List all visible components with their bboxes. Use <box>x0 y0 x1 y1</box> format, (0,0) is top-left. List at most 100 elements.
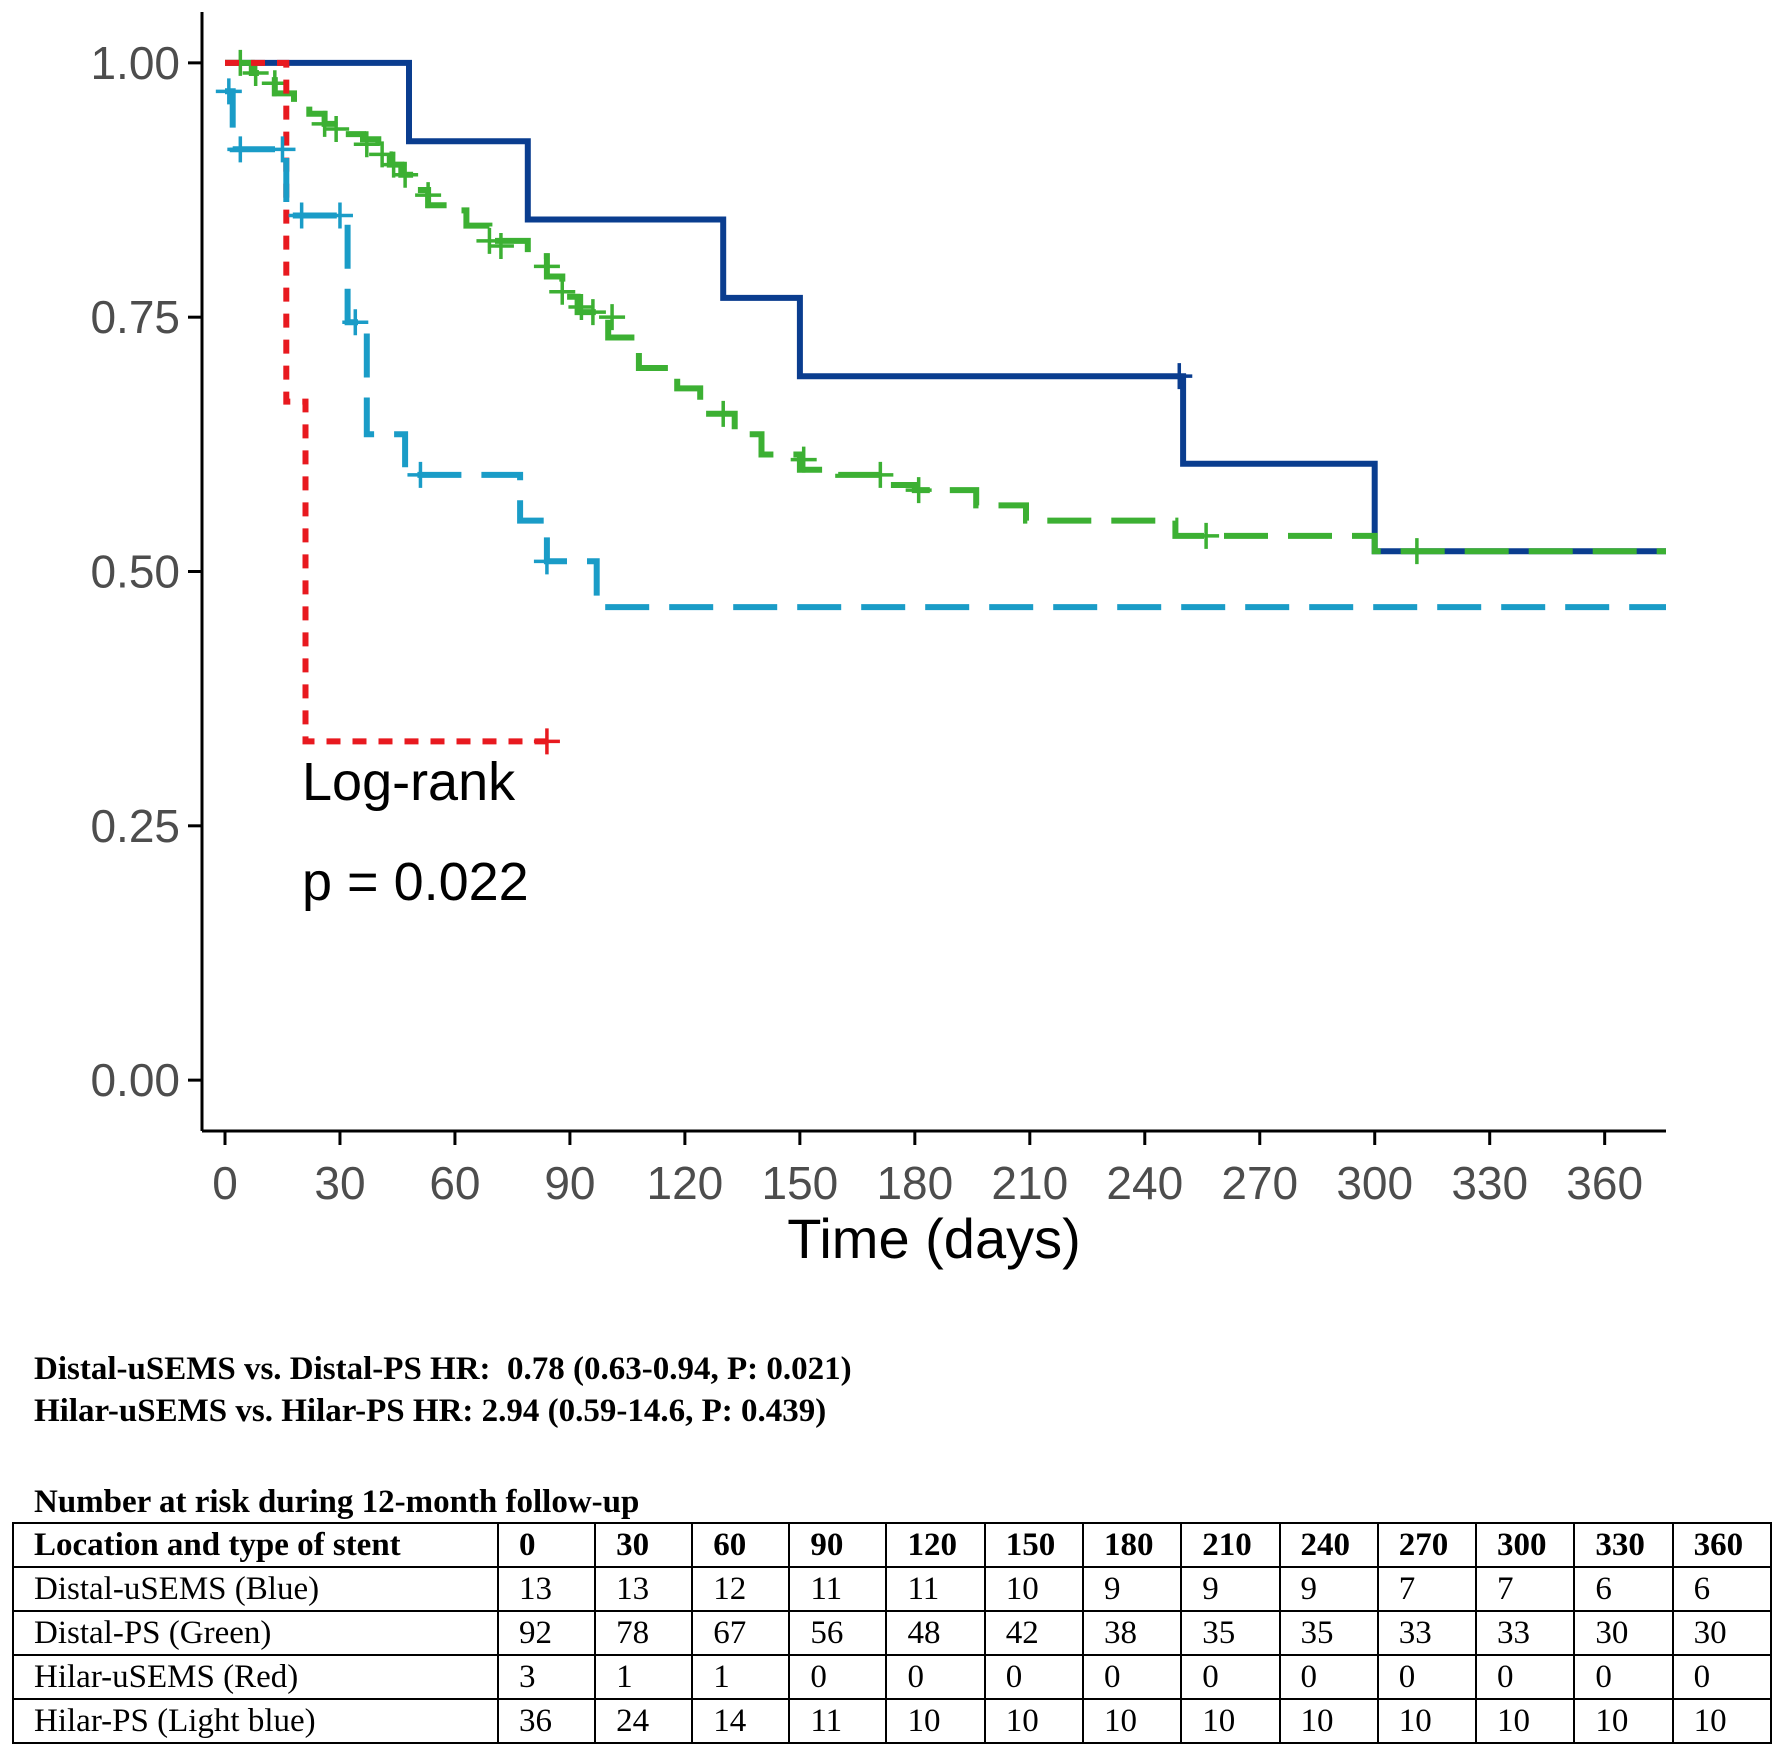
header-cell: 60 <box>691 1522 791 1568</box>
table-cell: 7 <box>1475 1566 1576 1612</box>
header-cell: 120 <box>885 1522 986 1568</box>
censor-mark-distal_ps <box>790 446 817 473</box>
header-cell: 270 <box>1376 1522 1478 1568</box>
censor-mark-hilar_ps <box>227 136 254 163</box>
table-cell: 0 <box>1081 1654 1183 1700</box>
censor-mark-distal_ps <box>415 182 442 209</box>
censor-mark-distal_ps <box>392 161 419 188</box>
series-line-distal_usems <box>225 59 1666 555</box>
censor-mark-distal_usems <box>1166 363 1193 390</box>
x-tick-label: 0 <box>212 1157 238 1209</box>
table-row: Hilar-PS (Light blue) 36 24 14 11 10 10 … <box>11 1698 1772 1744</box>
table-cell: 9 <box>1278 1566 1379 1612</box>
censor-mark-distal_ps <box>549 278 576 305</box>
table-cell: 10 <box>1278 1698 1379 1744</box>
table-cell: 0 <box>983 1654 1084 1700</box>
header-cell: 210 <box>1180 1522 1281 1568</box>
header-cell: 180 <box>1081 1522 1183 1568</box>
table-cell: 10 <box>983 1566 1084 1612</box>
table-cell: 0 <box>1671 1654 1772 1700</box>
y-tick-label: 0.50 <box>90 546 180 598</box>
table-cell: 36 <box>497 1698 597 1744</box>
x-tick-label: 240 <box>1106 1157 1183 1209</box>
censor-mark-hilar_ps <box>407 461 434 488</box>
log-rank-label: Log-rank <box>302 752 516 812</box>
x-tick-label: 210 <box>991 1157 1068 1209</box>
table-cell: 35 <box>1180 1610 1281 1656</box>
table-cell: 92 <box>497 1610 597 1656</box>
x-tick-label: 330 <box>1451 1157 1528 1209</box>
table-cell: 30 <box>1671 1610 1772 1656</box>
table-cell: 1 <box>594 1654 694 1700</box>
row-label: Hilar-uSEMS (Red) <box>11 1654 500 1700</box>
censor-mark-distal_ps <box>710 400 737 427</box>
x-ticks: 0 30 60 90 120 150 180 210 240 270 300 330 360 <box>212 1131 1643 1209</box>
table-cell: 0 <box>788 1654 888 1700</box>
table-cell: 10 <box>1573 1698 1674 1744</box>
censor-mark-distal_ps <box>476 227 503 254</box>
header-cell: 90 <box>788 1522 888 1568</box>
x-tick-label: 120 <box>647 1157 724 1209</box>
header-cell: 330 <box>1573 1522 1674 1568</box>
table-cell: 10 <box>885 1698 986 1744</box>
km-chart: 0.00 0.25 0.50 0.75 1.00 0 30 60 90 120 150 180 210… <box>90 12 1666 1270</box>
censor-mark-distal_ps <box>487 232 514 259</box>
x-tick-label: 270 <box>1221 1157 1298 1209</box>
series-line-hilar_ps <box>225 88 1666 611</box>
table-cell: 10 <box>1475 1698 1576 1744</box>
table-cell: 9 <box>1180 1566 1281 1612</box>
table-cell: 0 <box>1475 1654 1576 1700</box>
table-cell: 0 <box>1376 1654 1478 1700</box>
censor-mark-hilar_usems <box>533 728 560 755</box>
table-cell: 3 <box>497 1654 597 1700</box>
censor-mark-distal_ps <box>323 115 350 142</box>
table-cell: 0 <box>1278 1654 1379 1700</box>
x-tick-label: 90 <box>544 1157 595 1209</box>
header-cell: 300 <box>1475 1522 1576 1568</box>
hazard-ratios: Distal-uSEMS vs. Distal-PS HR: 0.78 (0.6… <box>34 1348 852 1432</box>
table-cell: 12 <box>691 1566 791 1612</box>
series-line-distal_ps <box>225 59 1666 555</box>
censor-mark-distal_ps <box>579 299 606 326</box>
axes <box>200 12 1666 1133</box>
table-cell: 10 <box>1671 1698 1772 1744</box>
header-cell: 150 <box>983 1522 1084 1568</box>
table-cell: 0 <box>1180 1654 1281 1700</box>
table-cell: 0 <box>885 1654 986 1700</box>
header-cell: 240 <box>1278 1522 1379 1568</box>
table-cell: 10 <box>1376 1698 1478 1744</box>
header-cell: 360 <box>1671 1522 1772 1568</box>
table-cell: 35 <box>1278 1610 1379 1656</box>
censor-mark-distal_ps <box>568 294 595 321</box>
x-tick-label: 150 <box>761 1157 838 1209</box>
y-tick-label: 1.00 <box>90 37 180 89</box>
censor-mark-distal_ps <box>353 131 380 158</box>
censor-mark-hilar_ps <box>269 136 296 163</box>
censor-mark-hilar_ps <box>215 78 242 105</box>
row-label: Distal-PS (Green) <box>11 1610 500 1656</box>
table-cell: 0 <box>1573 1654 1674 1700</box>
x-tick-label: 60 <box>429 1157 480 1209</box>
censor-mark-hilar_ps <box>533 548 560 575</box>
table-cell: 38 <box>1081 1610 1183 1656</box>
header-cell: 30 <box>594 1522 694 1568</box>
table-cell: 33 <box>1376 1610 1478 1656</box>
row-label: Distal-uSEMS (Blue) <box>11 1566 500 1612</box>
table-cell: 14 <box>691 1698 791 1744</box>
table-cell: 13 <box>497 1566 597 1612</box>
y-tick-label: 0.00 <box>90 1054 180 1106</box>
table-cell: 6 <box>1671 1566 1772 1612</box>
censor-mark-distal_ps <box>867 461 894 488</box>
table-cell: 10 <box>983 1698 1084 1744</box>
censor-mark-distal_ps <box>1193 522 1220 549</box>
table-cell: 56 <box>788 1610 888 1656</box>
hr-line-hilar: Hilar-uSEMS vs. Hilar-PS HR: 2.94 (0.59-… <box>34 1393 827 1429</box>
row-label: Hilar-PS (Light blue) <box>11 1698 500 1744</box>
table-cell: 10 <box>1081 1698 1183 1744</box>
x-axis-title: Time (days) <box>787 1207 1081 1270</box>
x-tick-label: 360 <box>1566 1157 1643 1209</box>
p-value-label: p = 0.022 <box>302 852 529 912</box>
censor-mark-distal_ps <box>311 110 338 137</box>
censor-mark-distal_ps <box>1403 538 1430 565</box>
censor-mark-distal_ps <box>533 253 560 280</box>
